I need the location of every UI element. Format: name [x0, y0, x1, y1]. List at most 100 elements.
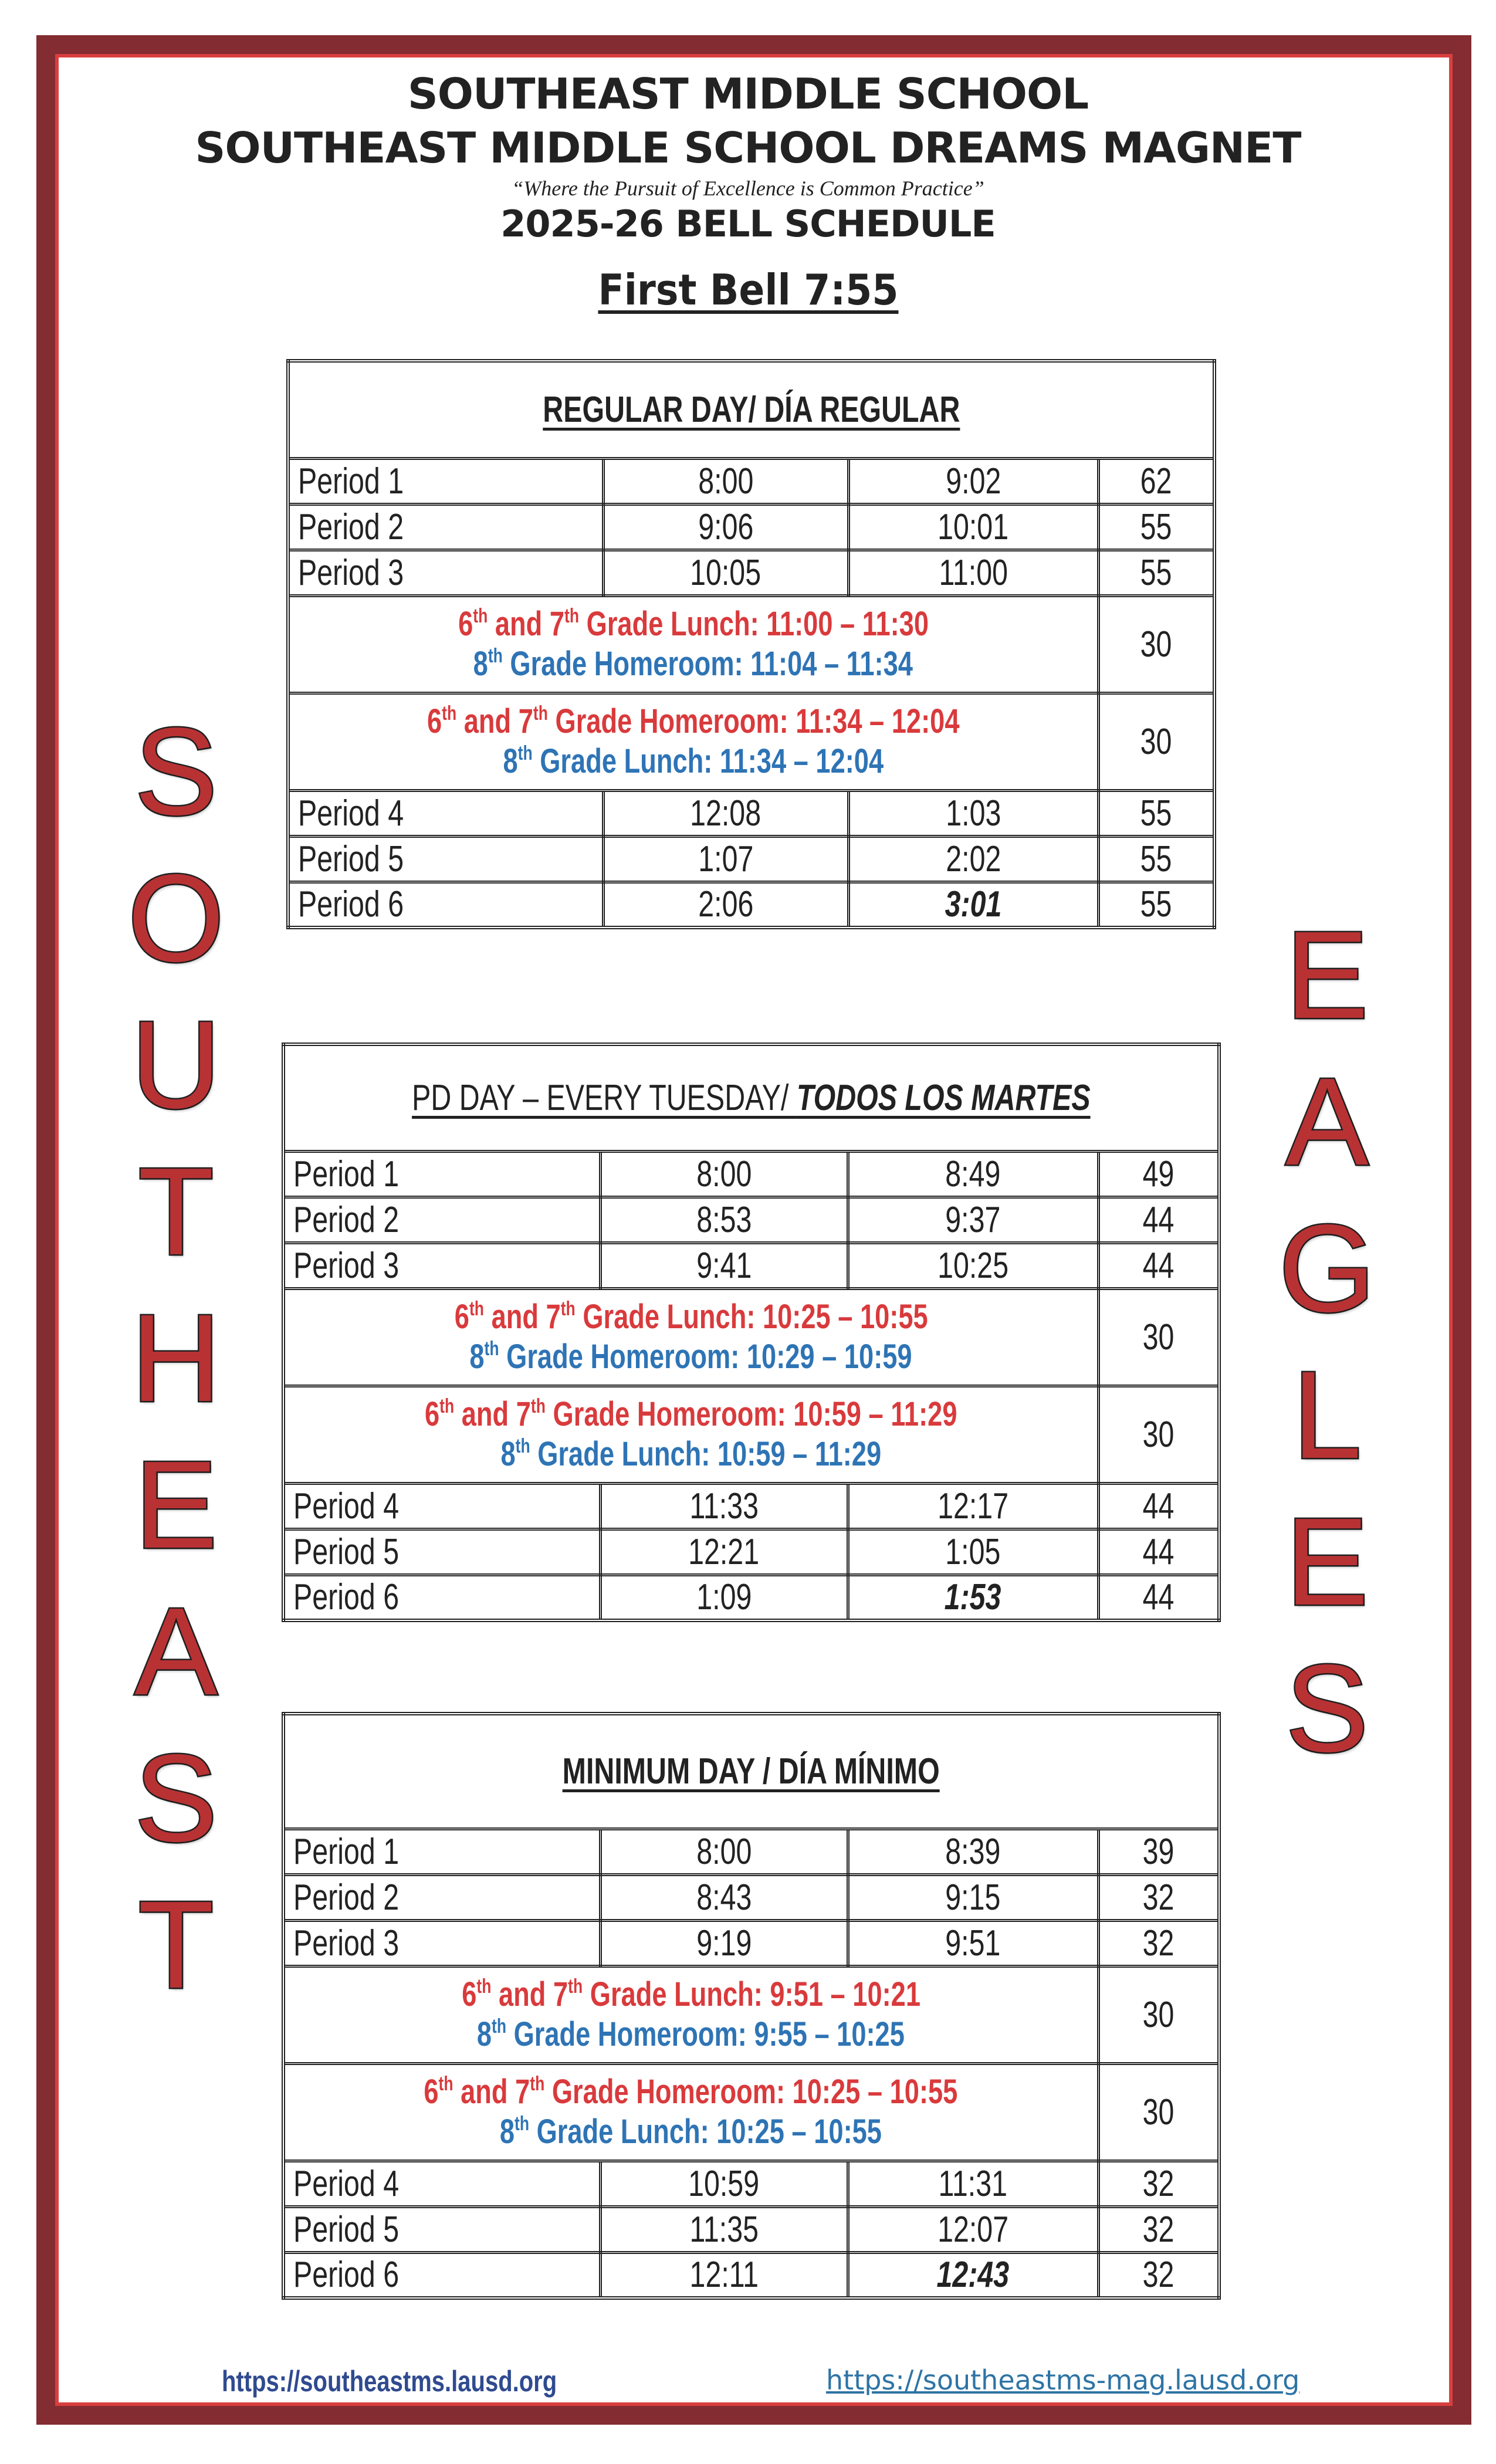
period-row: Period 1 8:00 8:39 39: [282, 1827, 1221, 1876]
minutes-cell: 62: [1096, 456, 1216, 506]
lunch-text: Grade Lunch: 11:00 – 11:30: [578, 605, 929, 643]
period-name: Period 2: [293, 1877, 400, 1918]
end-time-cell: 11:31: [846, 2159, 1100, 2208]
grade-suffix: th: [484, 1338, 499, 1360]
grade-number: and 7: [483, 1298, 561, 1336]
lunch-line: 6th and 7th Grade Lunch: 10:25 – 10:55: [286, 1297, 1095, 1337]
end-time: 11:31: [938, 2163, 1008, 2204]
end-time: 8:39: [945, 1831, 1001, 1872]
period-row: Period 4 11:33 12:17 44: [282, 1481, 1221, 1531]
minutes: 32: [1142, 1877, 1175, 1918]
minutes-cell: 44: [1096, 1527, 1221, 1576]
start-time: 12:21: [688, 1531, 760, 1572]
grade-number: and 7: [454, 1395, 531, 1433]
school-website-link[interactable]: https://southeastms.lausd.org: [222, 2364, 641, 2398]
period-row: Period 1 8:00 8:49 49: [282, 1149, 1221, 1199]
period-name: Period 5: [293, 1531, 400, 1572]
end-time-cell: 10:01: [847, 502, 1100, 551]
grade-suffix: th: [517, 742, 533, 764]
end-time: 12:17: [937, 1485, 1009, 1527]
end-time-cell: 3:01: [847, 880, 1100, 929]
end-time-cell: 1:53: [846, 1573, 1100, 1622]
magnet-website-link[interactable]: https://southeastms-mag.lausd.org: [826, 2364, 1300, 2396]
start-time-cell: 10:05: [601, 548, 850, 597]
period-row: Period 3 9:41 10:25 44: [282, 1241, 1221, 1290]
period-row: Period 4 10:59 11:31 32: [282, 2159, 1221, 2208]
lunch-row: 6th and 7th Grade Homeroom: 10:25 – 10:5…: [282, 2062, 1221, 2162]
lunch-line: 6th and 7th Grade Homeroom: 10:59 – 11:2…: [286, 1395, 1095, 1434]
start-time-cell: 12:08: [601, 788, 850, 838]
minutes-cell: 32: [1096, 2250, 1221, 2300]
minutes: 55: [1140, 552, 1172, 593]
start-time-cell: 9:41: [598, 1241, 849, 1290]
period-name: Period 6: [293, 1577, 400, 1618]
minutes: 30: [1140, 721, 1172, 762]
period-name: Period 4: [298, 793, 404, 834]
school-name: SOUTHEAST MIDDLE SCHOOL: [407, 69, 1089, 119]
period-name: Period 2: [298, 506, 404, 547]
grade-suffix: th: [533, 702, 548, 725]
period-row: Period 2 8:43 9:15 32: [282, 1873, 1221, 1922]
schedule-title: PD DAY – EVERY TUESDAY/: [412, 1077, 797, 1118]
minutes-cell: 39: [1096, 1827, 1221, 1876]
lunch-row: 6th and 7th Grade Homeroom: 10:59 – 11:2…: [282, 1384, 1221, 1485]
minutes: 44: [1142, 1485, 1175, 1527]
lunch-line: 6th and 7th Grade Lunch: 11:00 – 11:30: [291, 604, 1095, 644]
minutes: 30: [1142, 1316, 1175, 1358]
school-website-text[interactable]: https://southeastms.lausd.org: [222, 2365, 557, 2398]
side-letter: A: [133, 1582, 219, 1721]
period-name: Period 3: [298, 552, 404, 593]
grade-suffix: th: [530, 2073, 545, 2095]
period-name-cell: Period 2: [282, 1873, 602, 1922]
period-name-cell: Period 3: [282, 1918, 602, 1968]
grade-number: and 7: [487, 605, 564, 643]
lunch-line: 6th and 7th Grade Lunch: 9:51 – 10:21: [286, 1975, 1095, 2015]
side-letter: E: [1284, 905, 1370, 1044]
minutes: 32: [1142, 1923, 1175, 1964]
lunch-cell: 6th and 7th Grade Homeroom: 10:59 – 11:2…: [282, 1384, 1100, 1485]
lunch-text: Grade Lunch: 10:25 – 10:55: [575, 1298, 928, 1336]
period-name-cell: Period 5: [282, 2205, 602, 2254]
minutes-cell: 55: [1096, 880, 1216, 929]
minutes: 44: [1142, 1577, 1175, 1618]
end-time: 1:03: [945, 793, 1001, 834]
grade-suffix: th: [492, 2015, 507, 2037]
minutes: 30: [1142, 2091, 1175, 2133]
grade-number: 8: [469, 1338, 485, 1376]
start-time: 10:05: [690, 552, 761, 593]
minutes-cell: 30: [1096, 691, 1216, 792]
period-name-cell: Period 3: [282, 1241, 602, 1290]
side-letter: G: [1277, 1199, 1377, 1338]
lunch-line: 8th Grade Homeroom: 10:29 – 10:59: [286, 1337, 1095, 1377]
grade-number: and 7: [453, 2073, 530, 2111]
end-time: 9:37: [945, 1199, 1001, 1240]
lunch-text: Grade Homeroom: 10:59 – 11:29: [545, 1395, 957, 1433]
grade-number: 6: [424, 1395, 440, 1433]
schedule-title-row: MINIMUM DAY / DÍA MÍNIMO: [282, 1712, 1221, 1830]
grade-number: 6: [427, 702, 442, 740]
period-name: Period 3: [293, 1245, 400, 1286]
end-time-cell: 12:43: [846, 2250, 1100, 2300]
side-letter: T: [137, 1142, 216, 1281]
period-row: Period 3 10:05 11:00 55: [286, 548, 1216, 597]
grade-suffix: th: [515, 2113, 530, 2135]
grade-suffix: th: [567, 1975, 583, 1998]
minutes-cell: 55: [1096, 834, 1216, 884]
schedule-table: REGULAR DAY/ DÍA REGULAR Period 1 8:00 9…: [286, 359, 1216, 929]
lunch-row: 6th and 7th Grade Homeroom: 11:34 – 12:0…: [286, 691, 1216, 792]
end-time: 3:01: [945, 884, 1002, 925]
period-name-cell: Period 1: [282, 1827, 602, 1876]
schedule-title-row: REGULAR DAY/ DÍA REGULAR: [286, 359, 1216, 460]
schedule-table: PD DAY – EVERY TUESDAY/ TODOS LOS MARTES…: [282, 1043, 1221, 1622]
period-name-cell: Period 1: [282, 1149, 602, 1199]
side-letter: E: [133, 1435, 219, 1574]
start-time: 10:59: [688, 2163, 760, 2204]
period-name: Period 5: [298, 838, 404, 879]
start-time: 1:07: [698, 838, 754, 879]
end-time: 1:05: [945, 1531, 1001, 1572]
start-time: 9:41: [696, 1245, 752, 1286]
lunch-cell: 6th and 7th Grade Homeroom: 10:25 – 10:5…: [282, 2062, 1100, 2162]
period-row: Period 2 9:06 10:01 55: [286, 502, 1216, 551]
grade-number: 6: [454, 1298, 469, 1336]
minutes: 55: [1140, 884, 1172, 925]
